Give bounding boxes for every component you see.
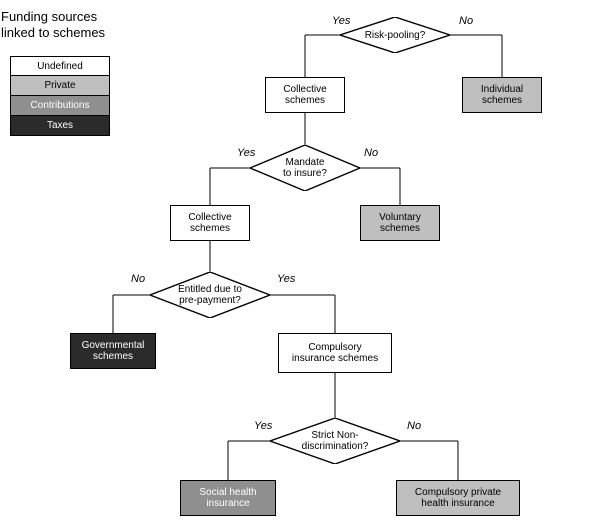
legend-item: Undefined [10, 56, 110, 76]
node-compulsory: Compulsoryinsurance schemes [278, 333, 392, 373]
node-label: Collectiveschemes [188, 212, 231, 235]
edge-label-no: No [407, 420, 421, 432]
legend-item: Contributions [10, 96, 110, 116]
flowchart-canvas: Funding sourceslinked to schemes Undefin… [0, 0, 591, 532]
node-label: Individualschemes [481, 84, 523, 107]
node-label: Collectiveschemes [283, 84, 326, 107]
decision-label: Entitled due topre-payment? [168, 284, 252, 306]
node-compulsory-private: Compulsory privatehealth insurance [396, 480, 520, 516]
node-label: Governmentalschemes [82, 340, 145, 363]
legend-item: Taxes [10, 116, 110, 136]
node-social-health: Social healthinsurance [180, 480, 276, 516]
decision-label: Risk-pooling? [355, 30, 436, 41]
decision-entitled: Entitled due topre-payment? [150, 272, 270, 318]
edge-label-yes: Yes [237, 147, 255, 159]
edge-label-yes: Yes [254, 420, 272, 432]
node-label: Compulsoryinsurance schemes [292, 342, 378, 365]
decision-label: Mandateto insure? [273, 157, 337, 179]
node-label: Compulsory privatehealth insurance [415, 487, 501, 510]
decision-mandate: Mandateto insure? [250, 145, 360, 191]
decision-risk-pooling: Risk-pooling? [340, 17, 450, 53]
node-individual: Individualschemes [462, 77, 542, 113]
node-label: Voluntaryschemes [379, 212, 421, 235]
node-collective-2: Collectiveschemes [170, 205, 250, 241]
legend-item: Private [10, 76, 110, 96]
decision-label: Strict Non-discrimination? [292, 430, 379, 452]
edge-label-no: No [459, 15, 473, 27]
edge-label-no: No [364, 147, 378, 159]
node-label: Social healthinsurance [199, 487, 256, 510]
edge-label-no: No [131, 273, 145, 285]
node-voluntary: Voluntaryschemes [360, 205, 440, 241]
page-title: Funding sourceslinked to schemes [1, 9, 105, 42]
edge-label-yes: Yes [332, 15, 350, 27]
node-governmental: Governmentalschemes [70, 333, 156, 369]
edge-label-yes: Yes [277, 273, 295, 285]
legend: UndefinedPrivateContributionsTaxes [10, 56, 110, 136]
decision-nondiscrimination: Strict Non-discrimination? [270, 418, 400, 464]
node-collective-1: Collectiveschemes [265, 77, 345, 113]
